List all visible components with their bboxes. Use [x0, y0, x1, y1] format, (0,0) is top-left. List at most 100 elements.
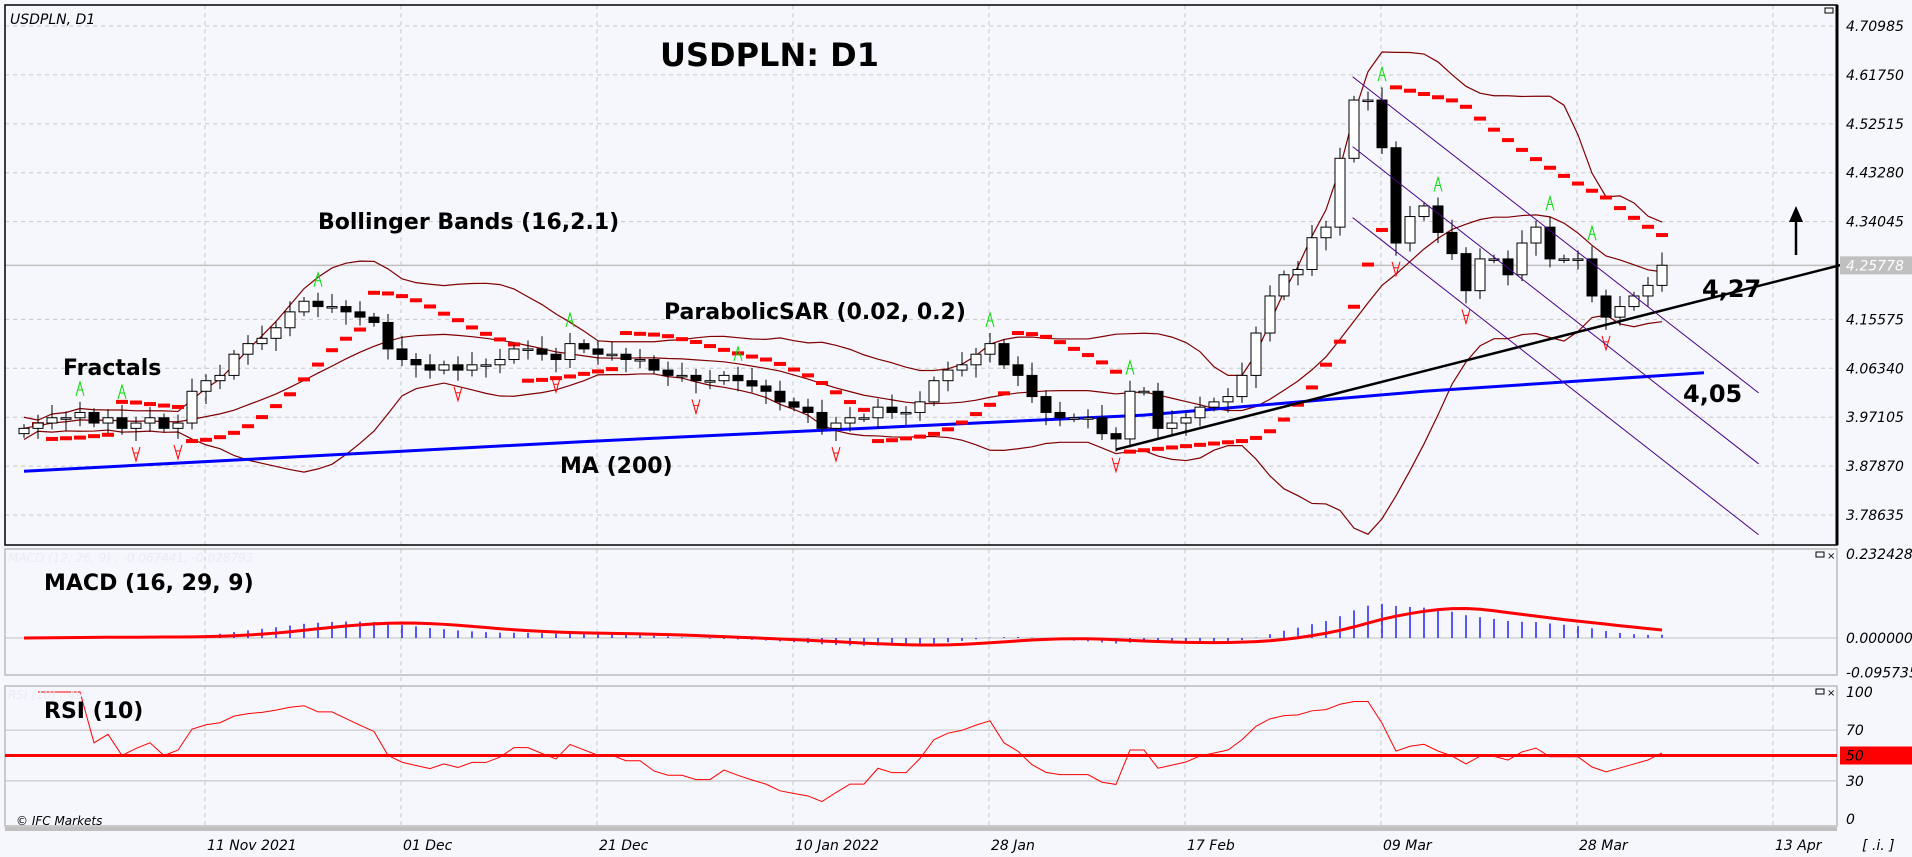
candle-body — [1572, 258, 1584, 261]
price-tick-label: 3.78635 — [1846, 508, 1904, 524]
fractal-down-icon — [831, 446, 841, 463]
date-tick-label: 13 Apr — [1775, 838, 1823, 854]
price-tick-label: 3.97105 — [1846, 410, 1904, 426]
fractal-down-icon — [173, 444, 183, 461]
sar-dot — [1558, 173, 1570, 178]
macd-readout: MACD (12, 26, 9) : -0.067441, -0.028793 — [8, 551, 253, 565]
sar-dot — [410, 298, 422, 303]
candle-body — [872, 406, 884, 419]
current-price-label: 4.25778 — [1846, 258, 1904, 274]
sar-dot — [466, 325, 478, 330]
candle-body — [130, 422, 142, 429]
candle-body — [1054, 411, 1066, 419]
candle-body — [1488, 258, 1500, 261]
sar-dot — [970, 412, 982, 417]
candle-body — [18, 427, 30, 435]
svg-text:×: × — [1827, 688, 1835, 699]
horizontal-scrollbar[interactable] — [5, 827, 1837, 831]
sar-dot — [88, 434, 100, 439]
candle-body — [1082, 417, 1094, 420]
bollinger-middle — [23, 214, 1663, 429]
candle-body — [1110, 433, 1122, 440]
candle-body — [1236, 374, 1248, 398]
candle-body — [1362, 99, 1374, 103]
date-tick-label: 21 Dec — [599, 838, 649, 854]
candle-body — [746, 380, 758, 387]
sar-dot — [214, 435, 226, 440]
sar-dot — [1572, 181, 1584, 186]
candle-body — [1474, 258, 1486, 292]
candle-body — [704, 380, 716, 383]
sar-dot — [200, 437, 212, 442]
candle-body — [1096, 417, 1108, 435]
candle-body — [256, 337, 268, 345]
fractal-down-icon — [551, 378, 561, 395]
sar-dot — [1278, 417, 1290, 422]
candle-body — [1586, 258, 1598, 297]
sar-dot — [1026, 332, 1038, 337]
sar-dot — [368, 290, 380, 295]
candle-body — [32, 422, 44, 429]
candle-body — [1376, 99, 1388, 149]
candle-body — [494, 359, 506, 366]
fractal-up-icon — [985, 311, 995, 328]
candle-body — [858, 417, 870, 420]
macd-label: MACD (16, 29, 9) — [44, 571, 254, 596]
sar-dot — [452, 318, 464, 323]
sar-dot — [788, 367, 800, 372]
channel-line — [1352, 146, 1759, 465]
sar-dot — [872, 439, 884, 444]
candle-body — [1614, 306, 1626, 318]
sar-dot — [1334, 339, 1346, 344]
rsi-label: RSI (10) — [44, 699, 143, 724]
candle-body — [1642, 284, 1654, 297]
fractal-up-icon — [313, 270, 323, 287]
candle-body — [662, 369, 674, 376]
sar-dot — [116, 399, 128, 404]
sar-dot — [1292, 402, 1304, 407]
sar-dot — [704, 344, 716, 349]
rsi-pane-controls[interactable]: × — [1815, 688, 1835, 699]
candle-body — [1026, 374, 1038, 398]
candle-body — [578, 343, 590, 350]
sar-dot — [1446, 98, 1458, 103]
macd-pane[interactable] — [4, 548, 1838, 676]
scale-button[interactable]: [ .i. ] — [1862, 838, 1895, 854]
candle-body — [634, 359, 646, 362]
sar-dot — [312, 362, 324, 367]
sar-dot — [816, 381, 828, 386]
axes: 4.70985 4.61750 4.52515 4.43280 4.34045 4.257… — [207, 19, 1912, 854]
support-trendline — [1115, 262, 1845, 451]
macd-pane-controls[interactable]: × — [1815, 551, 1835, 562]
macd-tick-label: 0.232428 — [1846, 547, 1912, 563]
candle-body — [1404, 216, 1416, 244]
sar-dot — [886, 438, 898, 443]
macd-tick-label: 0.000000 — [1846, 631, 1912, 647]
candle-body — [1264, 295, 1276, 334]
candle-body — [396, 348, 408, 361]
bollinger-upper — [23, 51, 1663, 421]
sar-dot — [340, 336, 352, 341]
sar-dot — [438, 311, 450, 316]
bollinger-label: Bollinger Bands (16,2.1) — [318, 210, 619, 235]
fractal-down-icon — [1391, 261, 1401, 278]
candle-body — [354, 311, 366, 318]
candle-body — [1012, 364, 1024, 376]
date-tick-label: 01 Dec — [403, 838, 453, 854]
sar-dot — [690, 339, 702, 344]
candle-body — [284, 311, 296, 329]
candle-body — [648, 359, 660, 371]
sar-dot — [242, 424, 254, 429]
sar-dot — [1236, 439, 1248, 444]
sar-dot — [46, 436, 58, 441]
sar-dot — [1530, 157, 1542, 162]
main-maximize-icon[interactable] — [1824, 7, 1834, 14]
sar-dot — [1222, 440, 1234, 445]
sar-dot — [1194, 442, 1206, 447]
date-tick-label: 28 Jan — [991, 838, 1035, 854]
sar-dot — [550, 376, 562, 381]
candle-body — [88, 411, 100, 424]
sar-dot — [620, 331, 632, 336]
sar-dot — [606, 367, 618, 372]
main-pane[interactable] — [4, 4, 1838, 546]
